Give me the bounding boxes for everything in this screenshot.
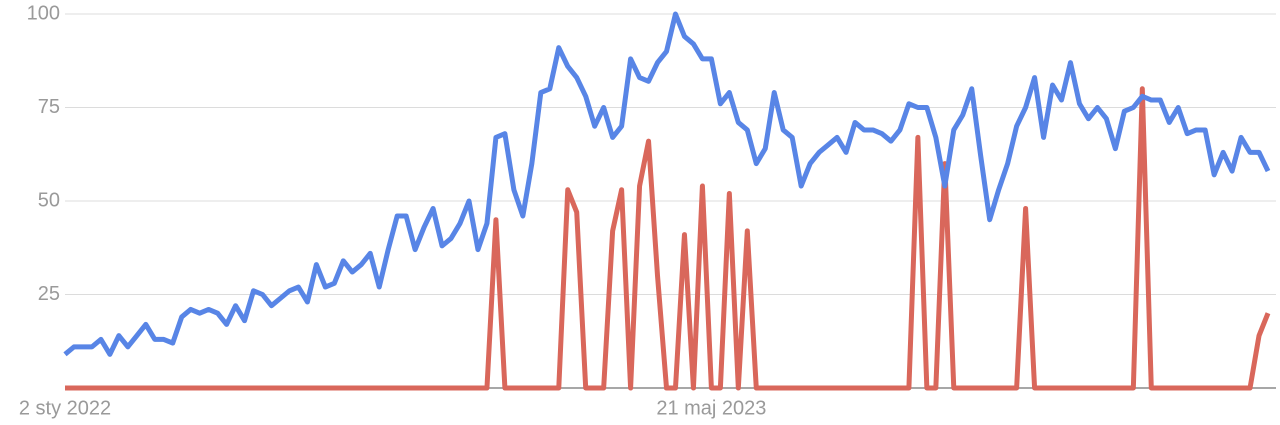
x-tick-label: 2 sty 2022 xyxy=(19,397,111,419)
x-tick-label: 21 maj 2023 xyxy=(656,397,766,419)
y-tick-label: 50 xyxy=(38,189,60,211)
series-line xyxy=(63,11,1271,357)
y-tick-label: 25 xyxy=(38,283,60,305)
series-line xyxy=(65,86,1271,391)
y-tick-label: 100 xyxy=(27,2,60,24)
y-tick-label: 75 xyxy=(38,96,60,118)
